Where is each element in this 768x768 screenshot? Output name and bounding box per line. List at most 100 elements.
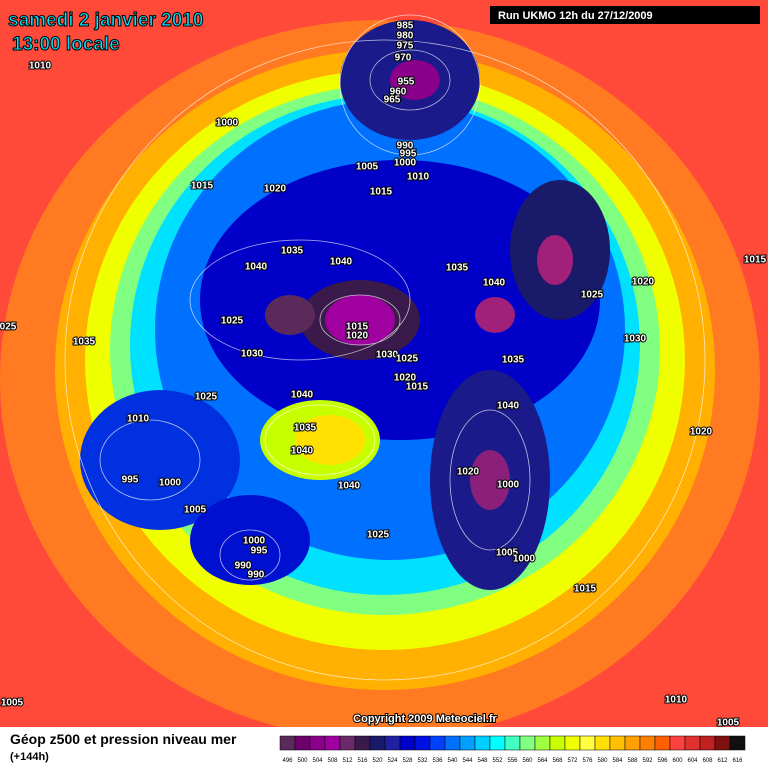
pressure-label: 1035 (294, 423, 317, 434)
color-tick: 592 (642, 758, 653, 764)
color-tick: 524 (387, 758, 398, 764)
color-tick: 580 (597, 758, 608, 764)
pressure-label: 1030 (624, 334, 647, 345)
pressure-label: 1040 (483, 278, 506, 289)
pressure-label: 1035 (281, 246, 304, 257)
color-box (519, 735, 536, 751)
pressure-label: 1025 (396, 354, 419, 365)
copyright: Copyright 2009 Meteociel.fr (353, 713, 497, 725)
pressure-label: 1025 (221, 316, 244, 327)
pressure-label: 1015 (370, 187, 393, 198)
color-tick: 552 (492, 758, 503, 764)
pressure-label: 975 (397, 41, 414, 52)
pressure-label: 1015 (346, 322, 369, 333)
legend-title: Géop z500 et pression niveau mer (10, 731, 237, 747)
pressure-label: 1030 (241, 349, 264, 360)
pressure-label: 1000 (513, 554, 536, 565)
pressure-label: 995 (122, 475, 139, 486)
pressure-label: 1035 (446, 263, 469, 274)
color-box (294, 735, 311, 751)
pressure-label: 965 (384, 95, 401, 106)
pressure-label: 1005 (496, 548, 519, 559)
pressure-label: 1020 (394, 373, 417, 384)
pressure-label: 1020 (264, 184, 287, 195)
color-tick: 508 (327, 758, 338, 764)
color-box (279, 735, 296, 751)
pressure-label: 1025 (195, 392, 218, 403)
run-info: Run UKMO 12h du 27/12/2009 (498, 10, 653, 22)
color-tick: 576 (582, 758, 593, 764)
pressure-label: 1010 (127, 414, 150, 425)
pressure-label: 1010 (29, 61, 52, 72)
color-tick: 572 (567, 758, 578, 764)
pressure-label: 1025 (581, 290, 604, 301)
color-tick: 512 (342, 758, 353, 764)
color-tick: 540 (447, 758, 458, 764)
pressure-label: 1035 (502, 355, 525, 366)
color-box (414, 735, 431, 751)
pressure-label: 980 (397, 31, 414, 42)
pressure-label: 1000 (216, 118, 239, 129)
pressure-label: 995 (400, 149, 417, 160)
color-box (369, 735, 386, 751)
pressure-label: 1015 (191, 181, 214, 192)
pressure-label: 1020 (346, 331, 369, 342)
color-box (564, 735, 581, 751)
pressure-label: 1005 (184, 505, 207, 516)
color-box (339, 735, 356, 751)
color-box (354, 735, 371, 751)
color-tick: 500 (297, 758, 308, 764)
color-tick: 568 (552, 758, 563, 764)
pressure-label: 1020 (690, 427, 713, 438)
color-box (549, 735, 566, 751)
pressure-label: 1000 (497, 480, 520, 491)
color-box (399, 735, 416, 751)
pressure-label: 1005 (717, 718, 740, 729)
color-tick: 528 (402, 758, 413, 764)
pressure-label: 025 (0, 322, 17, 333)
color-tick: 564 (537, 758, 548, 764)
pressure-label: 1020 (632, 277, 655, 288)
color-box (639, 735, 656, 751)
color-tick: 596 (657, 758, 668, 764)
color-tick: 496 (282, 758, 293, 764)
color-box (714, 735, 731, 751)
color-box (489, 735, 506, 751)
color-tick: 532 (417, 758, 428, 764)
pressure-label: 1040 (338, 481, 361, 492)
color-box (579, 735, 596, 751)
color-box (594, 735, 611, 751)
color-box (624, 735, 641, 751)
pressure-label: 1040 (497, 401, 520, 412)
color-tick: 520 (372, 758, 383, 764)
pressure-label: 1005 (1, 698, 24, 709)
color-tick: 536 (432, 758, 443, 764)
color-tick: 600 (672, 758, 683, 764)
legend-subtitle: (+144h) (10, 751, 49, 763)
color-box (459, 735, 476, 751)
color-box (684, 735, 701, 751)
color-box (504, 735, 521, 751)
color-box (429, 735, 446, 751)
pressure-label: 1025 (367, 530, 390, 541)
pressure-label: 990 (235, 561, 252, 572)
run-box (490, 6, 760, 24)
pressure-label: 995 (251, 546, 268, 557)
pressure-label: 1010 (407, 172, 430, 183)
color-tick: 548 (477, 758, 488, 764)
pressure-label: 1000 (394, 158, 417, 169)
color-tick: 616 (732, 758, 743, 764)
color-tick: 560 (522, 758, 533, 764)
color-tick: 504 (312, 758, 323, 764)
pressure-label: 1005 (356, 162, 379, 173)
pressure-label: 1040 (291, 446, 314, 457)
color-box (699, 735, 716, 751)
pressure-label: 1000 (159, 478, 182, 489)
color-box (309, 735, 326, 751)
color-box (729, 735, 746, 751)
color-box (324, 735, 341, 751)
pressure-label: 1000 (243, 536, 266, 547)
color-box (669, 735, 686, 751)
pressure-label: 990 (397, 141, 414, 152)
